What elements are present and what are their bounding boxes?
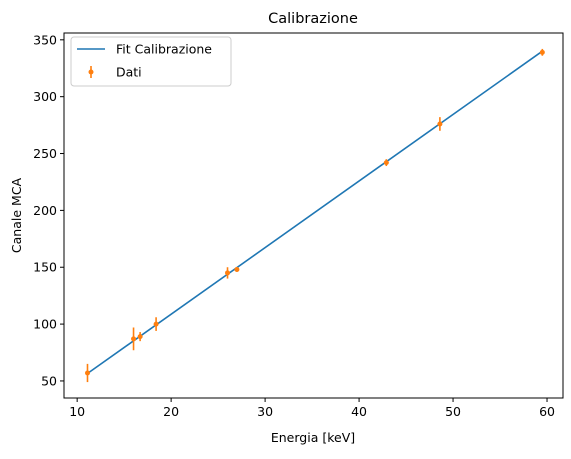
y-tick-label-6: 350 (33, 32, 57, 47)
x-tick-label-5: 60 (539, 404, 555, 419)
x-tick-label-3: 40 (351, 404, 367, 419)
legend-data-marker (88, 69, 94, 75)
data-point-7 (437, 121, 443, 127)
x-tick-label-0: 10 (69, 404, 85, 419)
x-tick-label-1: 20 (163, 404, 179, 419)
y-tick-label-4: 250 (33, 146, 57, 161)
legend-fit-label: Fit Calibrazione (116, 42, 212, 57)
legend-data-label: Dati (116, 65, 142, 80)
legend-box (70, 36, 232, 87)
axis-layer: 10 20 30 40 50 60 50 100 150 200 250 300 350 (33, 32, 555, 419)
data-point-4 (225, 270, 231, 276)
data-point-2 (137, 334, 143, 340)
data-point-6 (383, 160, 389, 166)
y-axis-label: Canale MCA (9, 177, 24, 253)
legend: Fit Calibrazione Dati (70, 36, 232, 87)
fit-line (86, 50, 543, 375)
y-tick-label-5: 300 (33, 89, 57, 104)
x-tick-label-2: 30 (257, 404, 273, 419)
data-point-5 (234, 267, 240, 273)
x-tick-label-4: 50 (445, 404, 461, 419)
y-tick-label-2: 150 (33, 260, 57, 275)
data-point-8 (539, 49, 545, 55)
y-tick-label-3: 200 (33, 203, 57, 218)
plot-layer (84, 48, 545, 383)
plot-frame (63, 32, 564, 399)
y-tick-label-1: 100 (33, 317, 57, 332)
y-tick-label-0: 50 (41, 373, 57, 388)
data-point-3 (153, 321, 159, 327)
chart-title: Calibrazione (268, 11, 358, 27)
data-point-1 (131, 336, 137, 342)
data-point-0 (84, 370, 90, 376)
x-axis-label: Energia [keV] (271, 430, 355, 445)
